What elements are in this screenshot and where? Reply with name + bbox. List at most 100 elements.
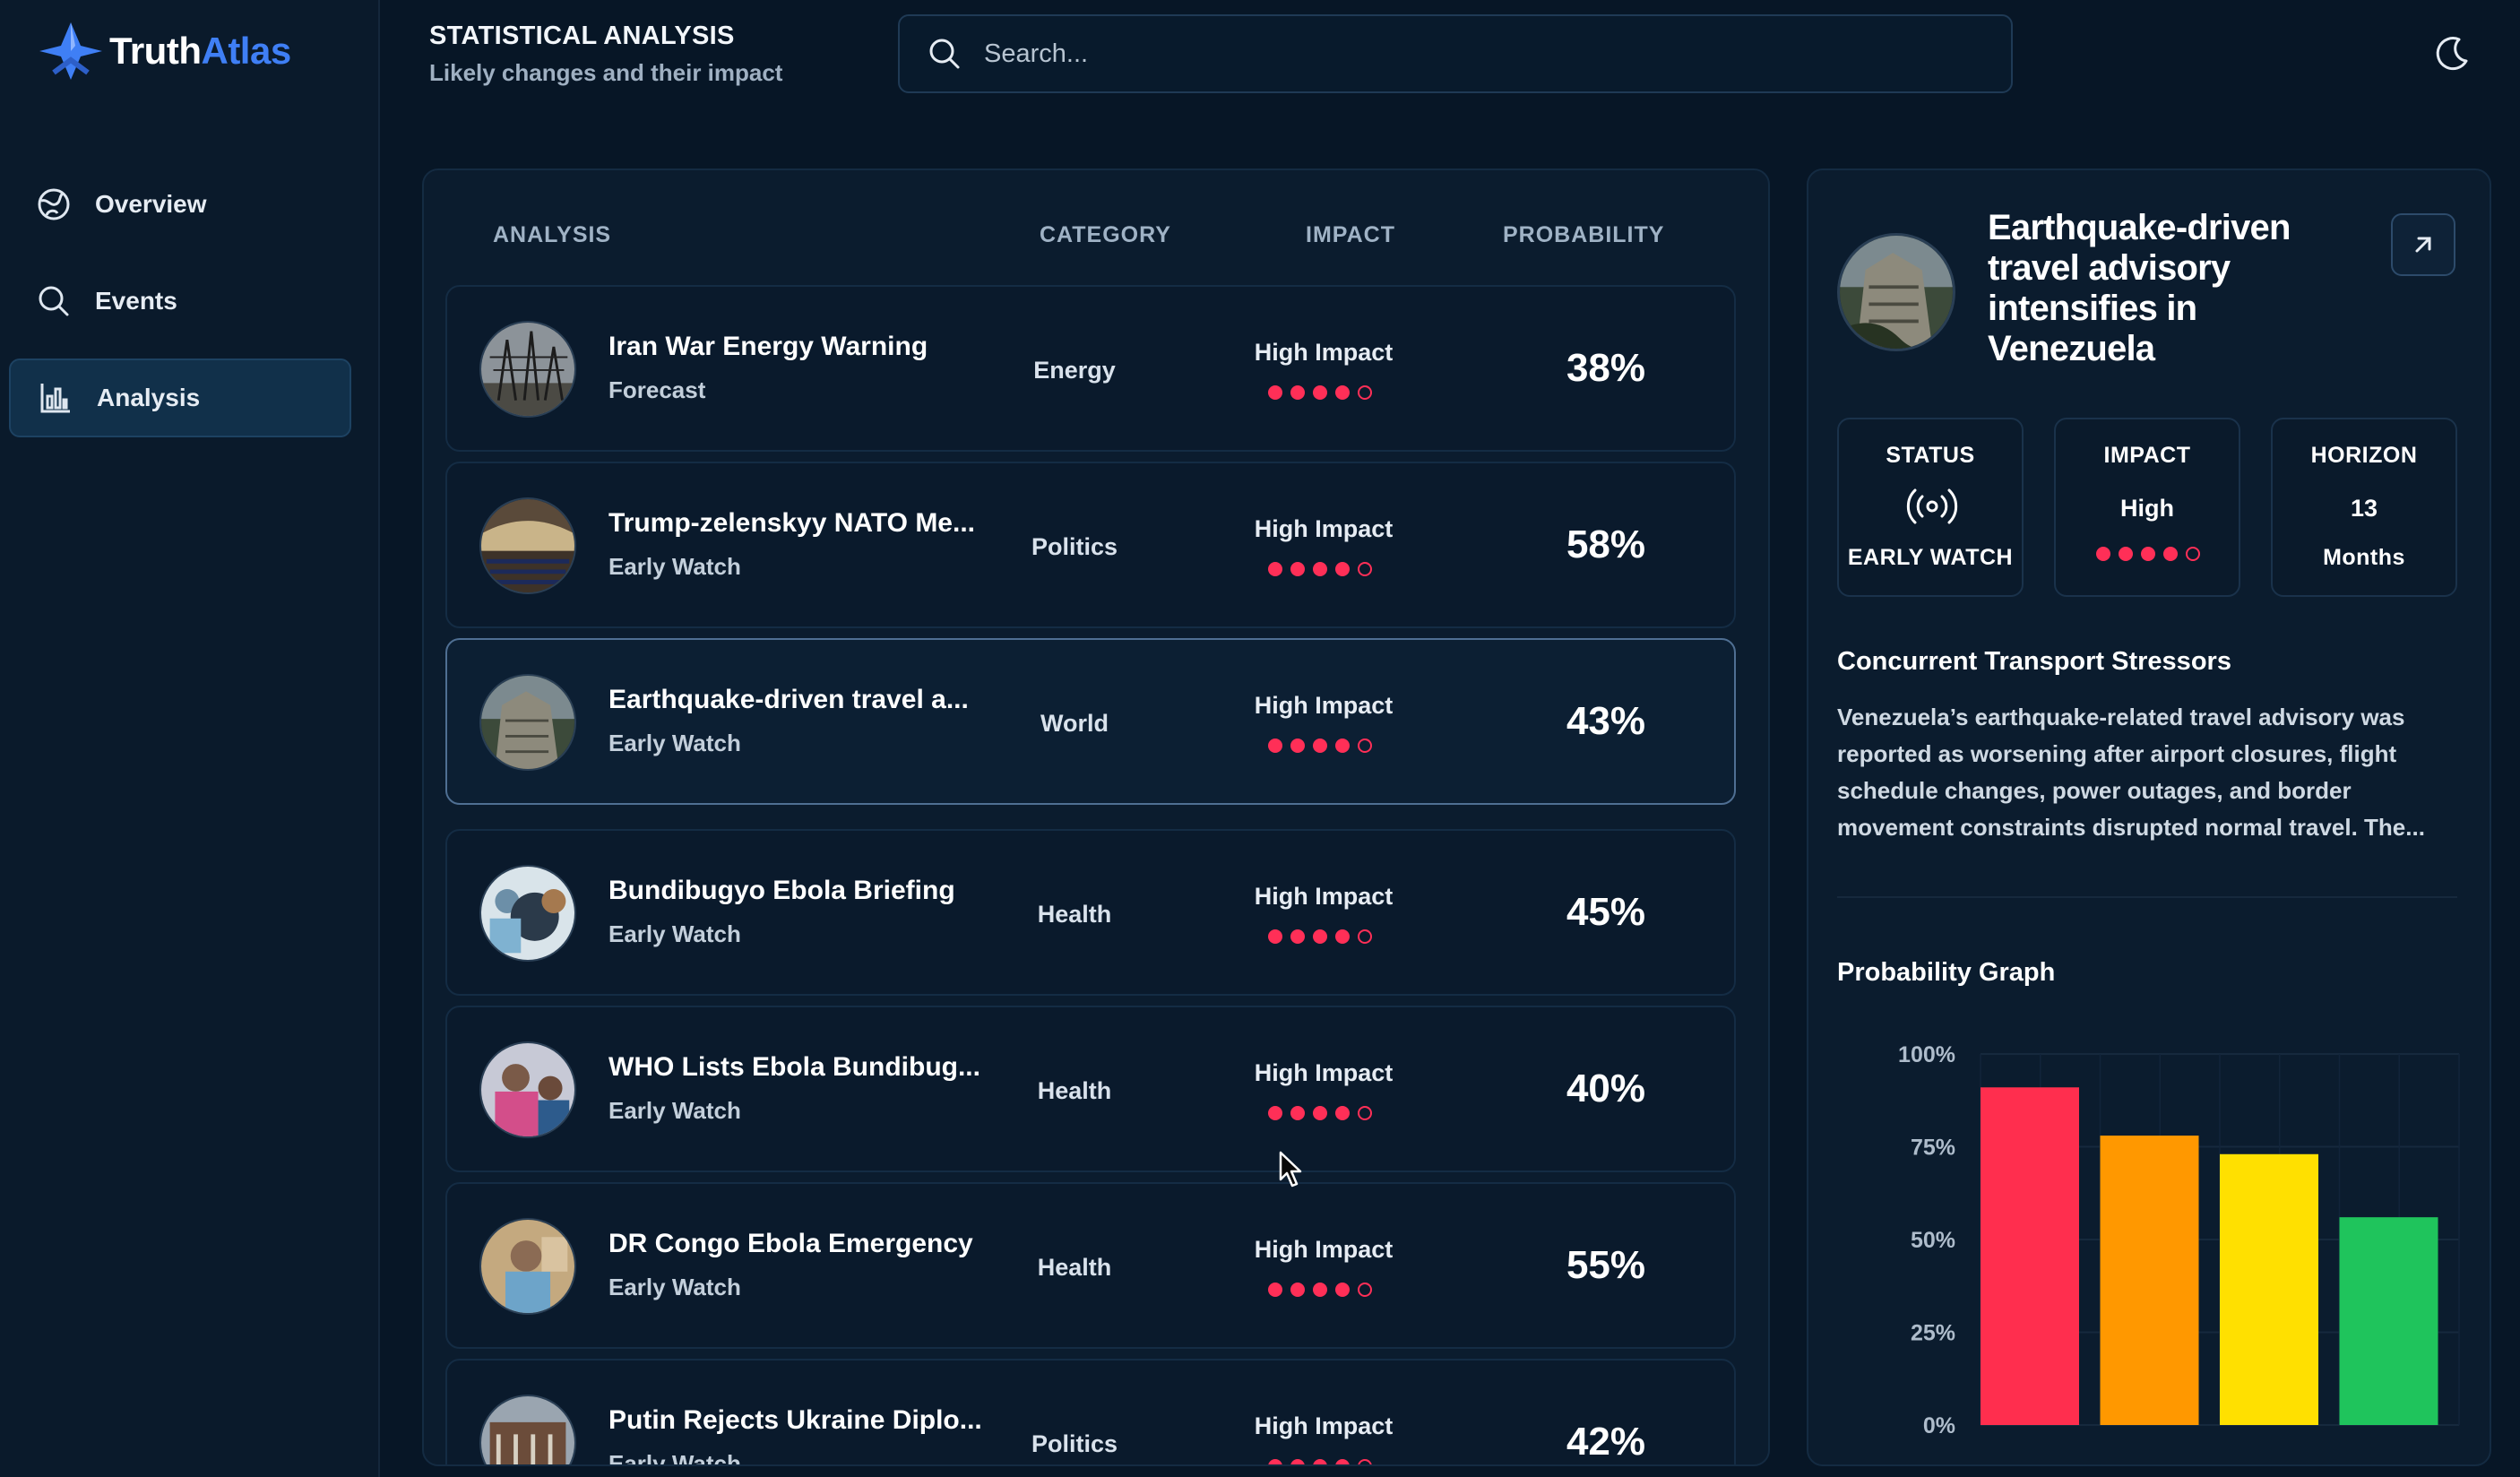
impact-dot — [1268, 1106, 1282, 1120]
impact-level-dots — [1266, 738, 1374, 753]
bar[interactable] — [2339, 1217, 2438, 1425]
row-thumbnail — [479, 497, 576, 594]
impact-dot — [1358, 738, 1372, 753]
impact-level-dots — [1266, 385, 1374, 400]
bar[interactable] — [2220, 1153, 2318, 1425]
impact-dot — [1335, 562, 1350, 576]
search-bar[interactable] — [898, 14, 2013, 93]
impact-dot — [1313, 1106, 1327, 1120]
impact-dot — [1268, 738, 1282, 753]
row-thumbnail — [479, 674, 576, 771]
row-title: Earthquake-driven travel a... — [608, 685, 969, 714]
column-header-probability[interactable]: PROBABILITY — [1503, 222, 1665, 247]
y-tick-label: 100% — [1898, 1042, 1955, 1067]
row-title: Iran War Energy Warning — [608, 332, 928, 361]
row-probability: 40% — [1566, 1067, 1646, 1110]
impact-dot — [1268, 1283, 1282, 1297]
app-logo[interactable]: TruthAtlas — [36, 18, 291, 84]
y-tick-label: 0% — [1923, 1413, 1955, 1438]
sidebar-item-label: Overview — [95, 190, 207, 218]
row-impact: High Impact — [1254, 1059, 1394, 1086]
table-row[interactable]: Trump-zelenskyy NATO Me... Early Watch Pol… — [445, 462, 1736, 628]
open-external-button[interactable] — [2391, 213, 2455, 276]
row-category: Energy — [1033, 357, 1116, 384]
impact-dot — [1358, 385, 1372, 400]
table-row[interactable]: Iran War Energy Warning Forecast Energy Hig… — [445, 285, 1736, 452]
impact-dot — [1290, 1283, 1305, 1297]
sidebar-item-events[interactable]: Events — [9, 262, 351, 341]
impact-dot — [2186, 547, 2200, 561]
row-impact: High Impact — [1254, 1236, 1394, 1263]
impact-dot — [1335, 1106, 1350, 1120]
event-photo — [481, 1396, 574, 1464]
row-thumbnail — [479, 1395, 576, 1464]
search-input[interactable] — [984, 39, 1970, 69]
detail-thumbnail — [1837, 233, 1955, 351]
impact-dot — [1268, 562, 1282, 576]
row-status: Forecast — [608, 376, 706, 403]
row-category: Politics — [1031, 1430, 1118, 1457]
moon-icon[interactable] — [2432, 34, 2472, 73]
table-row[interactable]: Earthquake-driven travel a... Early Watch… — [445, 638, 1736, 805]
column-header-analysis[interactable]: ANALYSIS — [493, 222, 612, 247]
broadcast-icon — [1906, 488, 1958, 524]
row-category: World — [1040, 710, 1109, 737]
impact-dot — [2119, 547, 2133, 561]
impact-dot — [1313, 1459, 1327, 1464]
table-row[interactable]: WHO Lists Ebola Bundibug... Early Watch He… — [445, 1006, 1736, 1172]
impact-dot — [1290, 1459, 1305, 1464]
detail-title: Earthquake-driven travel advisory intens… — [1988, 208, 2291, 368]
y-tick-label: 75% — [1911, 1136, 1955, 1161]
column-header-category[interactable]: CATEGORY — [1040, 222, 1171, 247]
table-row[interactable]: Bundibugyo Ebola Briefing Early Watch Heal… — [445, 829, 1736, 996]
impact-level-dots — [1266, 1459, 1374, 1464]
row-title: Putin Rejects Ukraine Diplo... — [608, 1405, 982, 1435]
impact-dot — [1313, 385, 1327, 400]
impact-dot — [1335, 385, 1350, 400]
detail-description: Venezuela’s earthquake-related travel ad… — [1837, 704, 2425, 841]
row-category: Health — [1037, 1254, 1112, 1281]
table-row[interactable]: Putin Rejects Ukraine Diplo... Early Watc… — [445, 1359, 1736, 1464]
impact-dot — [1313, 738, 1327, 753]
horizon-value: 13 — [2350, 495, 2378, 522]
impact-dot — [1335, 1459, 1350, 1464]
row-probability: 55% — [1566, 1243, 1646, 1287]
sidebar-item-label: Analysis — [97, 384, 201, 411]
y-tick-label: 25% — [1911, 1321, 1955, 1346]
sidebar-item-label: Events — [95, 287, 177, 315]
impact-dot — [2141, 547, 2155, 561]
impact-level-dots — [1266, 562, 1374, 576]
graph-title: Probability Graph — [1837, 958, 2056, 987]
bar[interactable] — [2100, 1136, 2199, 1425]
status-card: STATUS EARLY WATCH — [1837, 418, 2024, 597]
status-value: EARLY WATCH — [1847, 545, 2014, 570]
impact-level-dots — [1266, 1106, 1374, 1120]
horizon-card: HORIZON 13 Months — [2271, 418, 2457, 597]
impact-dot — [1358, 1459, 1372, 1464]
row-probability: 58% — [1566, 523, 1646, 566]
row-status: Early Watch — [608, 920, 741, 947]
impact-label: IMPACT — [2103, 443, 2191, 468]
impact-dot — [1335, 1283, 1350, 1297]
impact-dot — [1268, 385, 1282, 400]
row-thumbnail — [479, 865, 576, 962]
column-header-impact[interactable]: IMPACT — [1306, 222, 1395, 247]
row-status: Early Watch — [608, 1274, 741, 1300]
impact-card: IMPACT High — [2054, 418, 2240, 597]
collapsed-building-photo — [1840, 236, 1953, 349]
sidebar-item-overview[interactable]: Overview — [9, 165, 351, 244]
table-row[interactable]: DR Congo Ebola Emergency Early Watch Healt… — [445, 1182, 1736, 1349]
event-photo — [481, 867, 574, 960]
sidebar-item-analysis[interactable]: Analysis — [9, 358, 351, 437]
event-photo — [481, 1043, 574, 1136]
y-tick-label: 50% — [1911, 1228, 1955, 1253]
arrow-up-right-icon — [2415, 237, 2431, 253]
impact-dot — [1268, 929, 1282, 944]
impact-dot — [1358, 562, 1372, 576]
globe-icon — [38, 188, 70, 220]
impact-level-dots — [1266, 1283, 1374, 1297]
horizon-label: HORIZON — [2310, 443, 2418, 468]
row-impact: High Impact — [1254, 692, 1394, 719]
bar[interactable] — [1981, 1087, 2079, 1425]
